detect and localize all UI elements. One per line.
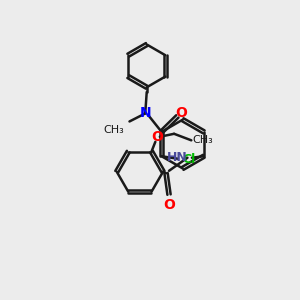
Text: CH₃: CH₃ xyxy=(193,135,214,145)
Text: HN: HN xyxy=(167,151,188,164)
Text: CH₃: CH₃ xyxy=(104,125,124,135)
Text: Cl: Cl xyxy=(182,153,196,166)
Text: O: O xyxy=(175,106,187,120)
Text: O: O xyxy=(151,130,163,144)
Text: O: O xyxy=(163,198,175,212)
Text: N: N xyxy=(140,106,151,120)
